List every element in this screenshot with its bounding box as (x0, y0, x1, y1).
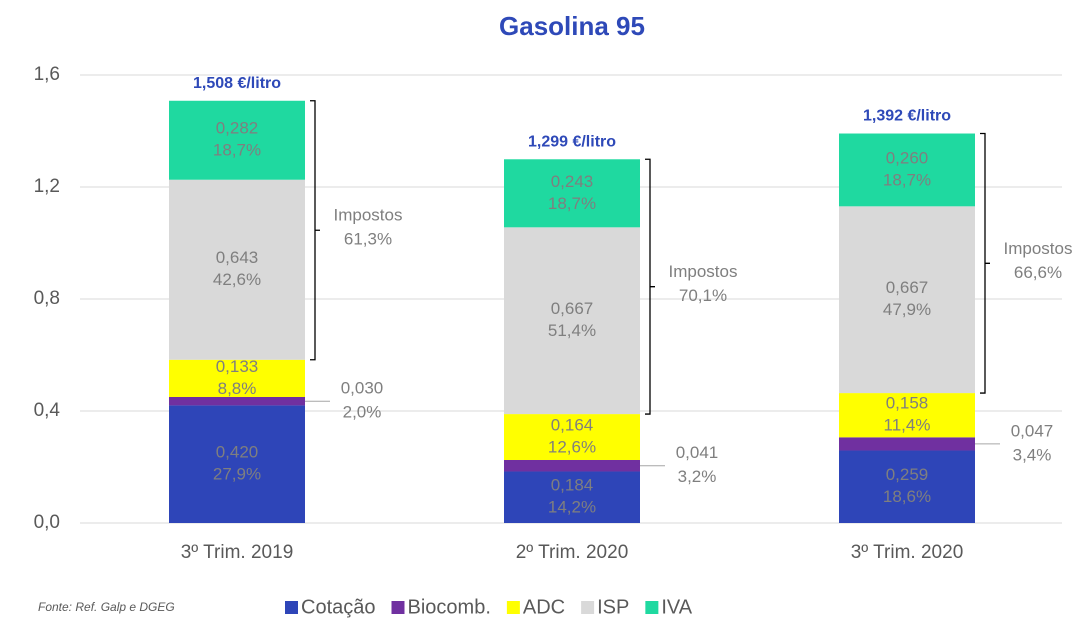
value-label: 0,667 (886, 278, 929, 297)
y-tick-label: 0,8 (34, 288, 60, 309)
legend-label: ISP (597, 596, 629, 618)
value-label: 0,259 (886, 465, 929, 484)
bar-segment (504, 227, 640, 415)
bar-segment (169, 359, 305, 397)
total-label: 1,508 €/litro (193, 75, 281, 92)
share-label: 27,9% (213, 465, 261, 484)
legend-label: Cotação (301, 596, 376, 618)
share-label: 18,7% (548, 194, 596, 213)
share-label: 12,6% (548, 438, 596, 457)
legend-swatch (506, 601, 520, 614)
x-tick-label: 2º Trim. 2020 (516, 542, 629, 563)
share-label: 2,0% (343, 403, 382, 422)
bar-segment (169, 100, 305, 180)
taxes-share: 70,1% (679, 286, 727, 305)
legend-swatch (645, 601, 659, 614)
share-label: 3,4% (1013, 445, 1052, 464)
share-label: 51,4% (548, 321, 596, 340)
value-label: 0,133 (216, 357, 259, 376)
legend-label: ADC (523, 596, 565, 618)
value-label: 0,047 (1011, 421, 1054, 440)
x-tick-label: 3º Trim. 2020 (851, 542, 964, 563)
y-tick-label: 1,6 (34, 64, 60, 85)
share-label: 18,7% (213, 141, 261, 160)
legend-swatch (285, 601, 298, 614)
total-label: 1,392 €/litro (863, 108, 951, 125)
value-label: 0,643 (216, 248, 259, 267)
y-tick-label: 0,0 (34, 512, 60, 533)
bar-segment (504, 414, 640, 460)
share-label: 3,2% (678, 467, 717, 486)
tax-bracket (980, 132, 990, 394)
share-label: 11,4% (884, 416, 931, 435)
value-label: 0,667 (551, 299, 594, 318)
share-label: 42,6% (213, 270, 261, 289)
chart-title: Gasolina 95 (499, 11, 645, 41)
value-label: 0,158 (886, 394, 929, 413)
value-label: 0,260 (886, 148, 929, 167)
y-tick-label: 1,2 (34, 176, 60, 197)
bar-segment (504, 460, 640, 472)
tax-bracket (310, 100, 320, 361)
bar-segment (839, 393, 975, 438)
bar-segment (169, 405, 305, 523)
value-label: 0,041 (676, 443, 719, 462)
x-tick-label: 3º Trim. 2019 (181, 542, 294, 563)
bar-segment (839, 133, 975, 207)
total-label: 1,299 €/litro (528, 133, 616, 150)
taxes-share: 66,6% (1014, 263, 1062, 282)
value-label: 0,282 (216, 119, 259, 138)
taxes-share: 61,3% (344, 230, 392, 249)
share-label: 8,8% (218, 379, 257, 398)
bar-segment (169, 179, 305, 360)
bar-segment (839, 437, 975, 451)
legend-swatch (391, 601, 405, 614)
share-label: 18,7% (883, 170, 931, 189)
taxes-label: Impostos (334, 206, 403, 225)
value-label: 0,164 (551, 416, 594, 435)
bar-segment (839, 450, 975, 523)
bar-segment (504, 159, 640, 228)
y-tick-label: 0,4 (34, 400, 61, 421)
value-label: 0,030 (341, 379, 384, 398)
source-note: Fonte: Ref. Galp e DGEG (38, 600, 175, 614)
bar-segment (504, 471, 640, 523)
value-label: 0,184 (551, 476, 594, 495)
tax-bracket (645, 158, 655, 415)
legend-label: IVA (661, 596, 692, 618)
bar-segment (839, 206, 975, 394)
value-label: 0,420 (216, 443, 259, 462)
taxes-label: Impostos (1004, 239, 1073, 258)
legend-swatch (581, 601, 595, 614)
value-label: 0,243 (551, 172, 594, 191)
share-label: 14,2% (548, 498, 596, 517)
share-label: 47,9% (883, 300, 931, 319)
share-label: 18,6% (883, 487, 931, 506)
bar-segment (169, 397, 305, 406)
taxes-label: Impostos (669, 262, 738, 281)
legend-label: Biocomb. (408, 596, 491, 618)
